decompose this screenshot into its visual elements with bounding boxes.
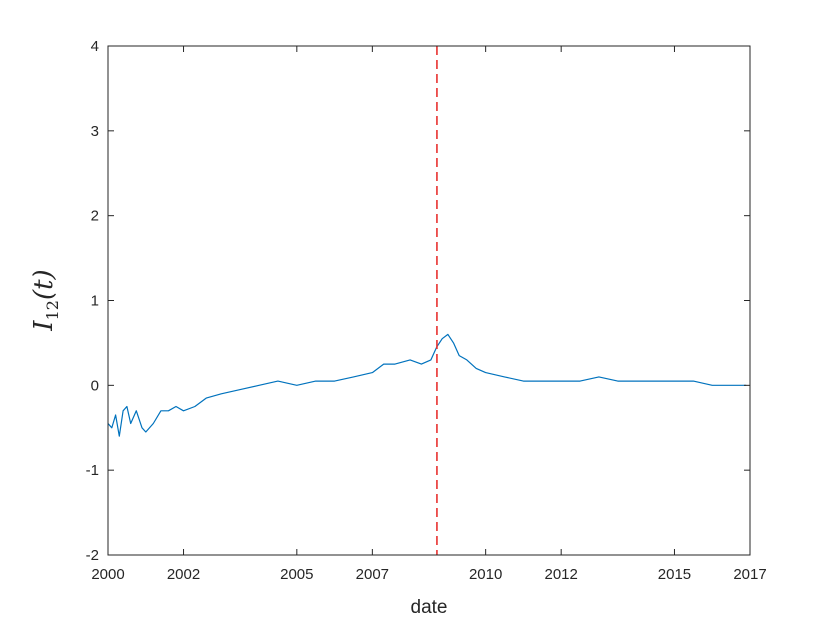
y-axis-label-suffix: (t) <box>29 269 59 300</box>
y-axis-label-subscript: 12 <box>43 300 62 320</box>
x-tick-label: 2012 <box>544 566 577 583</box>
y-tick-label: 0 <box>91 377 99 394</box>
x-tick-label: 2017 <box>733 566 766 583</box>
x-tick-label: 2002 <box>167 566 200 583</box>
y-tick-label: 3 <box>91 123 99 140</box>
x-tick-label: 2005 <box>280 566 313 583</box>
y-tick-label: -1 <box>86 462 99 479</box>
y-tick-label: -2 <box>86 547 99 564</box>
y-tick-label: 1 <box>91 293 99 310</box>
y-ticks: -2 -1 0 1 2 3 4 <box>86 38 750 564</box>
y-tick-label: 2 <box>91 208 99 225</box>
x-ticks: 2000 2002 2005 2007 2010 2012 2015 2017 <box>91 46 767 583</box>
x-tick-label: 2015 <box>658 566 691 583</box>
y-axis-label-main: I <box>29 320 59 332</box>
series-line-0 <box>107 333 747 437</box>
x-tick-label: 2010 <box>469 566 502 583</box>
plot-background <box>108 46 750 555</box>
y-axis-label: I12(t) <box>29 269 62 331</box>
x-tick-label: 2007 <box>356 566 389 583</box>
y-tick-label: 4 <box>91 38 99 55</box>
x-tick-label: 2000 <box>91 566 124 583</box>
series-layer <box>107 333 747 437</box>
x-axis-label: date <box>411 597 448 618</box>
